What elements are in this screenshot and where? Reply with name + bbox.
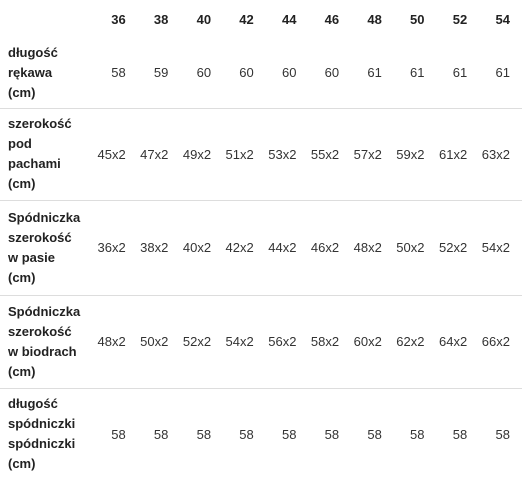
row-label: długość rękawa (cm) bbox=[0, 38, 95, 108]
row-label-line: spódniczki bbox=[8, 416, 76, 432]
cell: 54x2 bbox=[481, 240, 510, 255]
row-label-line: Spódniczka bbox=[8, 209, 81, 225]
cell: 58 bbox=[452, 426, 468, 442]
cell: 36x2 bbox=[97, 240, 126, 255]
cell: 61 bbox=[367, 65, 382, 81]
cell: 59x2 bbox=[396, 146, 425, 162]
cell: 49x2 bbox=[182, 146, 212, 162]
cell: 38x2 bbox=[140, 240, 169, 255]
header-row: 36 38 40 42 44 46 48 50 52 54 bbox=[0, 0, 522, 38]
cell: 58 bbox=[239, 426, 254, 442]
cell: 58 bbox=[324, 426, 340, 442]
cell: 52x2 bbox=[182, 334, 212, 349]
row-label-line: (cm) bbox=[8, 84, 36, 100]
cell: 47x2 bbox=[140, 146, 169, 162]
row-label-line: (cm) bbox=[8, 269, 36, 285]
row-label-line: szerokość bbox=[8, 116, 72, 131]
cell: 50x2 bbox=[140, 334, 169, 349]
column-header: 54 bbox=[495, 11, 510, 27]
row-label: Spódniczka szerokość w pasie (cm) bbox=[0, 200, 95, 295]
cell: 62x2 bbox=[396, 334, 425, 349]
column-header: 52 bbox=[452, 11, 468, 27]
column-header: 38 bbox=[153, 11, 169, 27]
cell: 54x2 bbox=[225, 334, 254, 349]
column-header: 36 bbox=[111, 11, 126, 27]
row-label-line: długość bbox=[8, 396, 58, 412]
table-row: szerokość pod pachami (cm) 45x2 47x2 49x2 51x2 5… bbox=[0, 108, 522, 200]
row-label: długość spódniczki spódniczki (cm) bbox=[0, 388, 95, 480]
row-label-line: Spódniczka bbox=[8, 303, 81, 319]
cell: 50x2 bbox=[396, 240, 425, 255]
cell: 52x2 bbox=[438, 240, 468, 255]
column-header: 46 bbox=[324, 11, 340, 27]
cell: 60 bbox=[324, 65, 340, 81]
cell: 58 bbox=[495, 426, 510, 442]
cell: 58 bbox=[367, 426, 382, 442]
cell: 58 bbox=[111, 426, 126, 442]
cell: 61 bbox=[410, 65, 425, 81]
cell: 45x2 bbox=[97, 146, 126, 162]
cell: 55x2 bbox=[310, 146, 340, 162]
table-row: długość rękawa (cm) 58 59 60 60 60 60 61 61 61 61 bbox=[0, 38, 522, 108]
cell: 61x2 bbox=[438, 146, 468, 162]
cell: 61 bbox=[495, 65, 510, 81]
cell: 40x2 bbox=[182, 240, 212, 255]
cell: 48x2 bbox=[97, 334, 126, 349]
cell: 58 bbox=[410, 426, 425, 442]
cell: 66x2 bbox=[481, 334, 510, 349]
cell: 59 bbox=[153, 65, 169, 81]
cell: 58 bbox=[111, 65, 126, 81]
cell: 46x2 bbox=[310, 240, 340, 255]
cell: 56x2 bbox=[268, 334, 297, 349]
row-label-line: (cm) bbox=[8, 456, 36, 472]
column-header: 42 bbox=[239, 11, 254, 27]
row-label-line: (cm) bbox=[8, 176, 36, 191]
cell: 48x2 bbox=[353, 240, 382, 255]
table-row: długość spódniczki spódniczki (cm) 58 58 58 58 5… bbox=[0, 388, 522, 480]
table-row: Spódniczka szerokość w biodrach (cm) 48x2 50x… bbox=[0, 295, 522, 388]
row-label: szerokość pod pachami (cm) bbox=[0, 108, 95, 200]
cell: 58 bbox=[153, 426, 169, 442]
row-label: Spódniczka szerokość w biodrach (cm) bbox=[0, 295, 95, 388]
cell: 61 bbox=[452, 65, 468, 81]
row-label-line: rękawa bbox=[8, 64, 53, 80]
cell: 63x2 bbox=[481, 146, 510, 162]
cell: 60 bbox=[239, 65, 254, 81]
row-label-line: długość bbox=[8, 44, 58, 60]
cell: 57x2 bbox=[353, 146, 382, 162]
row-label-line: w biodrach bbox=[8, 343, 77, 359]
cell: 53x2 bbox=[268, 146, 297, 162]
column-header: 48 bbox=[367, 11, 382, 27]
cell: 60 bbox=[281, 65, 297, 81]
cell: 58 bbox=[281, 426, 297, 442]
row-label-line: szerokość bbox=[8, 323, 72, 339]
table-body: długość rękawa (cm) 58 59 60 60 60 60 61 61 61 61 sze… bbox=[0, 38, 522, 480]
cell: 58x2 bbox=[310, 334, 340, 349]
cell: 51x2 bbox=[225, 146, 254, 162]
cell: 44x2 bbox=[268, 240, 297, 255]
table-row: Spódniczka szerokość w pasie (cm) 36x2 38x2 40… bbox=[0, 200, 522, 295]
row-label-line: spódniczki bbox=[8, 436, 76, 452]
row-label-line: w pasie bbox=[8, 249, 55, 265]
cell: 60 bbox=[196, 65, 212, 81]
column-header: 40 bbox=[196, 11, 212, 27]
row-label-line: pod bbox=[8, 136, 32, 151]
cell: 64x2 bbox=[438, 334, 468, 349]
corner bbox=[0, 0, 95, 38]
cell: 60x2 bbox=[353, 334, 382, 349]
column-header: 50 bbox=[410, 11, 425, 27]
row-label-line: szerokość bbox=[8, 229, 72, 245]
column-header: 44 bbox=[281, 11, 297, 27]
row-label-line: (cm) bbox=[8, 363, 36, 379]
cell: 42x2 bbox=[225, 240, 254, 255]
row-label-line: pachami bbox=[8, 156, 61, 171]
cell: 58 bbox=[196, 426, 212, 442]
